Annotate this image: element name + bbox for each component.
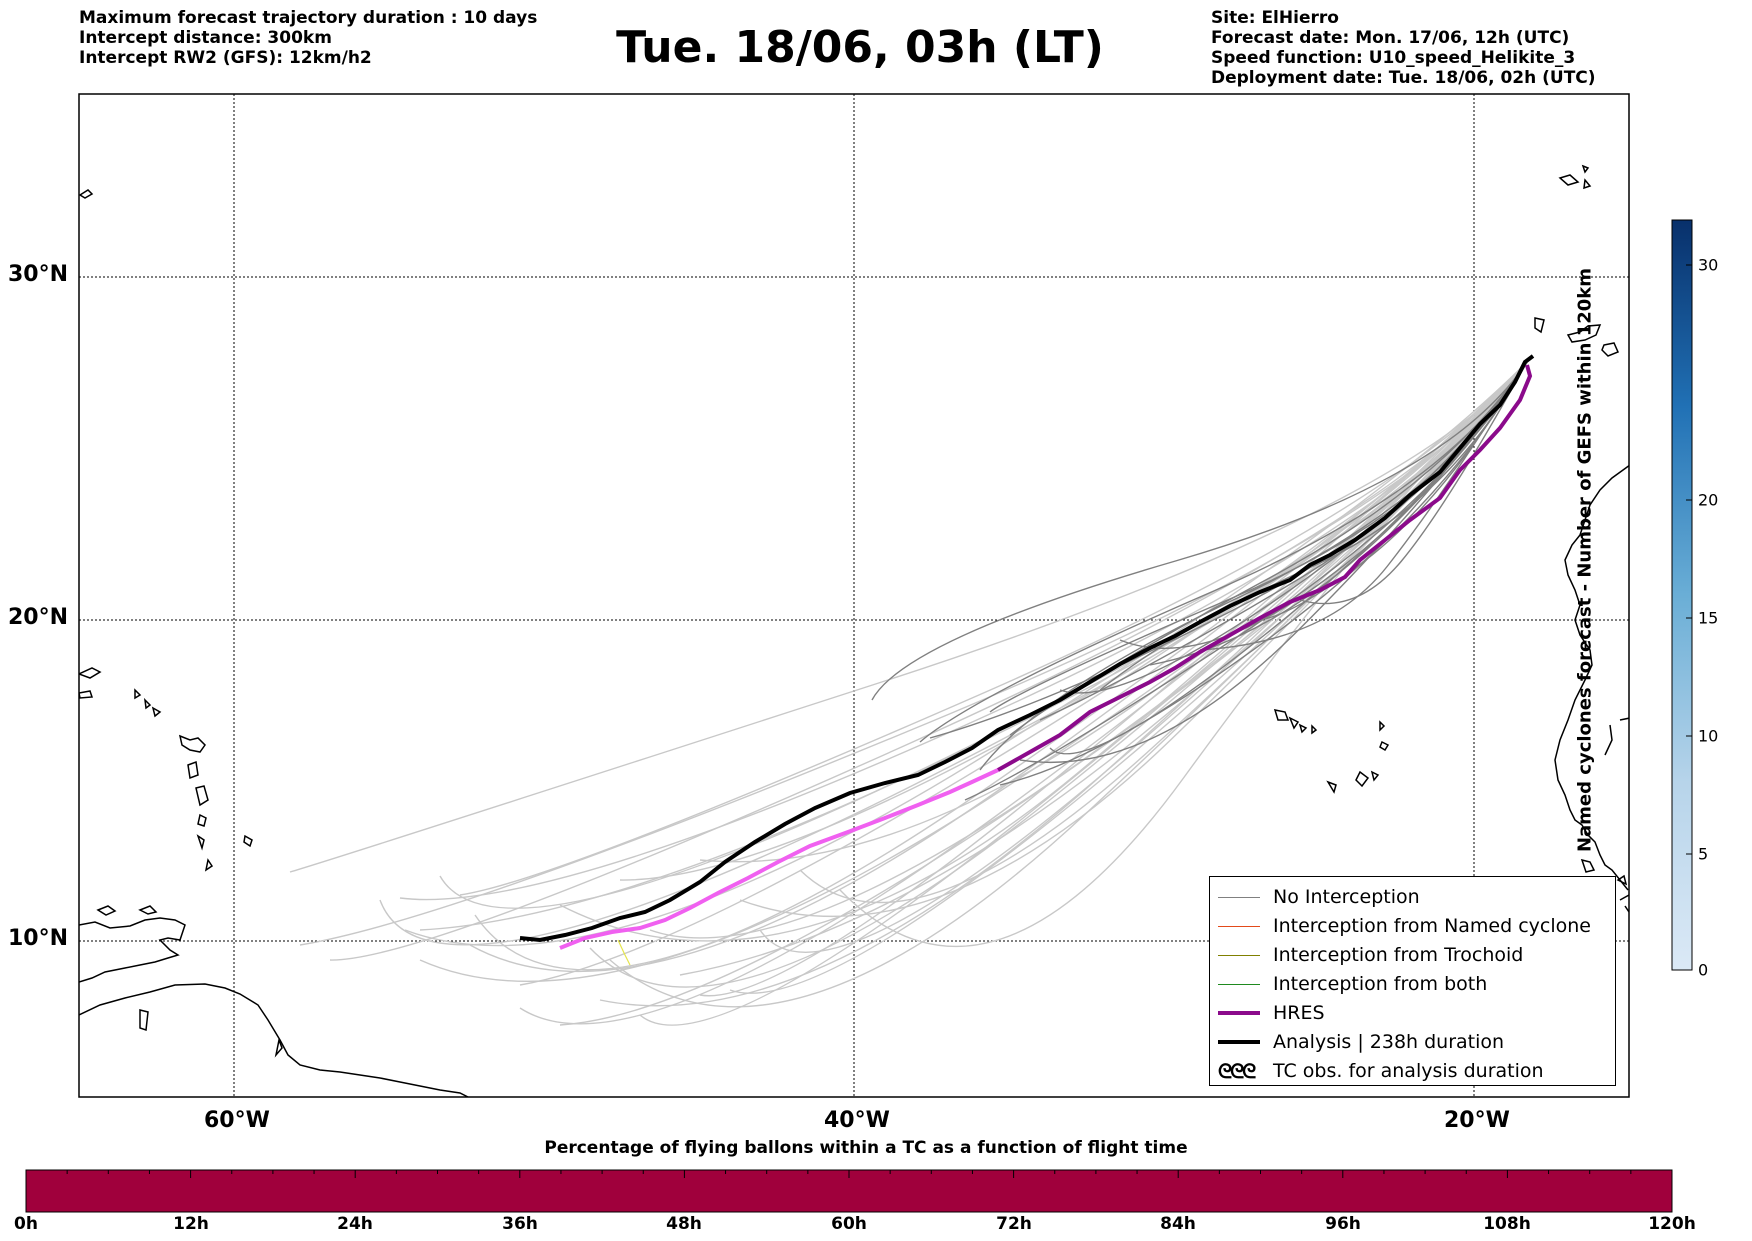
lon-label-60w: 60°W [204,1108,270,1133]
colorbar-label: Named cyclones forecast - Number of GEFS… [1574,267,1596,853]
bar-tick-120h: 120h [1648,1214,1696,1234]
legend-item-both: Interception from both [1210,970,1615,999]
purple-line-icon [1218,1011,1260,1015]
ensemble-track-light [759,361,1528,953]
colorbar-tick-30: 30 [1698,255,1719,275]
green-line-icon [1218,984,1260,985]
bar-tick-36h: 36h [502,1214,538,1234]
lon-label-20w: 20°W [1444,1108,1510,1133]
deployment-date-text: Deployment date: Tue. 18/06, 02h (UTC) [1211,68,1596,88]
colorbar-ticks [1686,264,1692,971]
bar-tick-12h: 12h [173,1214,209,1234]
map-title: Tue. 18/06, 03h (LT) [616,22,1104,73]
ensemble-track-dark [1199,361,1528,651]
ensemble-track-dark [1019,361,1528,764]
site-text: Site: ElHierro [1211,8,1339,28]
bar-tick-0h: 0h [14,1214,38,1234]
speed-function-text: Speed function: U10_speed_Helikite_3 [1211,48,1576,68]
ensemble-track-light [459,361,1528,896]
bar-tick-72h: 72h [996,1214,1032,1234]
ensemble-track-dark [919,361,1528,743]
colorbar-tick-10: 10 [1698,726,1719,746]
gray-line-icon [1218,897,1260,898]
legend-item-named-cyclone: Interception from Named cyclone [1210,912,1615,941]
gridlines [79,94,1629,1097]
ensemble-track-light [799,361,1528,904]
hres-track-early [559,768,999,950]
lat-label-30n: 30°N [8,262,69,287]
ensemble-track-light [649,361,1528,939]
olive-line-icon [1218,955,1260,956]
lat-label-10n: 10°N [8,926,69,951]
bar-tick-60h: 60h [831,1214,867,1234]
trochoid-fragment [617,939,631,966]
ensemble-track-dark [964,361,1528,801]
bar-tick-84h: 84h [1160,1214,1196,1234]
header-right-info: Site: ElHierro Forecast date: Mon. 17/06… [1211,8,1596,88]
colorbar-tick-15: 15 [1698,608,1719,628]
intercept-rw2-text: Intercept RW2 (GFS): 12km/h2 [79,48,372,68]
legend-item-tc-obs: ᘓᘓᘓ TC obs. for analysis duration [1218,1059,1544,1083]
legend-item-hres: HRES [1210,999,1615,1028]
intercept-distance-text: Intercept distance: 300km [79,28,332,48]
orange-line-icon [1218,926,1260,927]
ensemble-track-light [559,361,1528,942]
ensemble-track-dark [871,361,1528,701]
map-legend: No Interception Interception from Named … [1209,876,1616,1086]
forecast-date-text: Forecast date: Mon. 17/06, 12h (UTC) [1211,28,1570,48]
cyclone-symbols-icon: ᘓᘓᘓ [1218,1059,1256,1083]
bar-tick-108h: 108h [1483,1214,1531,1234]
ensemble-track-dark [999,361,1528,786]
ensemble-track-dark [1299,361,1528,605]
ensemble-track-light [419,361,1528,931]
ensemble-track-dark [1119,361,1528,650]
colorbar-tick-0: 0 [1698,960,1709,980]
coastlines [79,164,1629,1097]
ensemble-trajectories [289,361,1528,1026]
ensemble-track-light [289,361,1528,873]
flight-bar-title: Percentage of flying ballons within a TC… [544,1138,1188,1158]
bar-tick-48h: 48h [666,1214,702,1234]
colorbar-tick-20: 20 [1698,490,1719,510]
bar-tick-96h: 96h [1325,1214,1361,1234]
lat-label-20n: 20°N [8,605,69,630]
max-duration-text: Maximum forecast trajectory duration : 1… [79,8,538,28]
header-left-info: Maximum forecast trajectory duration : 1… [79,8,537,68]
ensemble-track-light [379,361,1528,946]
analysis-track [519,354,1535,943]
flight-bar-ticks [25,1170,1673,1178]
lon-label-40w: 40°W [824,1108,890,1133]
ensemble-track-light [329,361,1528,961]
legend-item-trochoid: Interception from Trochoid [1210,941,1615,970]
ensemble-track-light [399,361,1528,901]
ensemble-track-light [839,361,1528,948]
black-line-icon [1218,1040,1260,1044]
bar-tick-24h: 24h [337,1214,373,1234]
ensemble-track-light [739,361,1528,918]
ensemble-track-light [589,361,1528,988]
map-frame [78,93,1630,1098]
ensemble-track-dark [1249,361,1528,621]
hres-track [997,364,1533,772]
ensemble-track-light [519,361,1528,986]
cyclone-colorbar [1671,219,1693,971]
ensemble-track-light [299,361,1528,946]
ensemble-track-dark [989,361,1528,713]
legend-item-no-interception: No Interception [1210,883,1615,912]
colorbar-tick-5: 5 [1698,844,1709,864]
legend-item-analysis: Analysis | 238h duration [1210,1028,1615,1057]
